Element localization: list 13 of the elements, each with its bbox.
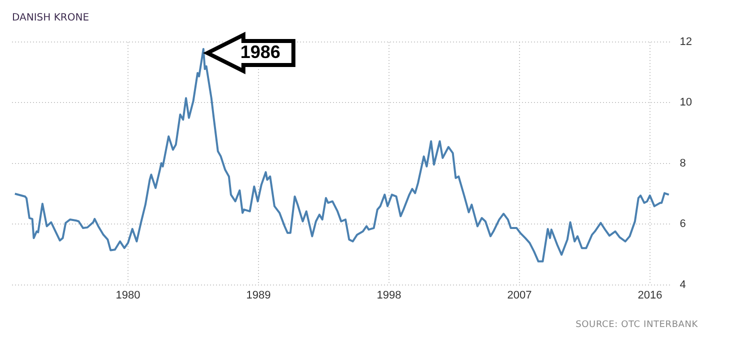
y-tick-label: 4 [680,278,686,291]
y-tick-label: 12 [680,36,692,48]
x-tick-label: 2016 [638,289,662,302]
x-tick-label: 1989 [246,289,271,302]
y-tick-label: 6 [680,218,686,230]
y-tick-label: 10 [680,96,692,109]
x-tick-label: 2007 [507,289,532,302]
y-tick-label: 8 [680,157,686,170]
source-note: SOURCE: OTC INTERBANK [576,320,698,330]
x-tick-label: 1980 [116,289,140,302]
annotation: 1986 [240,42,280,62]
x-tick-label: 1998 [376,289,402,302]
chart-title: DANISH KRONE [12,12,90,24]
